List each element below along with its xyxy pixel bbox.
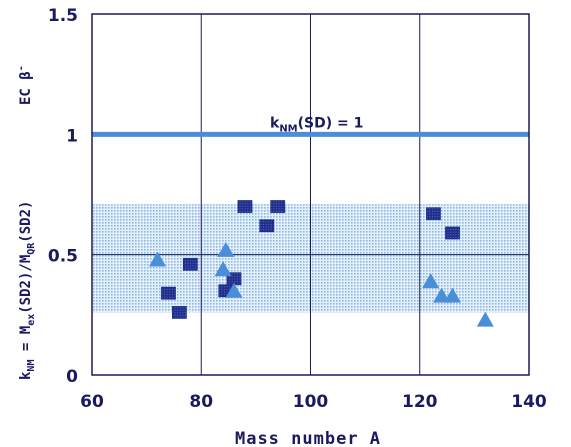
x-tick-label: 140 <box>511 392 547 412</box>
square-marker <box>237 200 253 213</box>
y-axis-label: kNM = Mex(SD2)/MQR(SD2) <box>18 201 37 380</box>
reference-layer: kNM(SD) = 1 <box>92 115 529 137</box>
reference-line-label: kNM(SD) = 1 <box>270 115 363 134</box>
decay-mode-text: EC β <box>18 71 34 105</box>
reference-label-sub: NM <box>279 123 297 134</box>
x-tick-label: 60 <box>80 392 104 412</box>
x-tick-label: 120 <box>402 392 438 412</box>
triangle-marker <box>214 261 232 277</box>
grid-layer <box>92 14 529 375</box>
square-marker <box>426 207 441 221</box>
square-marker <box>161 286 176 300</box>
marks-layer <box>149 200 494 327</box>
y-tick-label: 1 <box>66 126 78 146</box>
square-marker <box>445 226 460 240</box>
square-marker <box>259 219 275 233</box>
square-marker <box>171 306 187 319</box>
y-axis-label-tail: (SD2) <box>18 201 34 243</box>
reference-label-rest: (SD) = 1 <box>298 115 364 131</box>
triangle-marker <box>149 251 167 267</box>
triangle-marker <box>217 241 235 257</box>
y-axis-label-eq-sub: ex <box>26 314 37 326</box>
y-tick-label: 0.5 <box>48 247 78 267</box>
decay-mode-label: EC β- <box>16 65 34 105</box>
x-tick-label: 80 <box>189 392 213 412</box>
triangle-marker <box>433 287 451 303</box>
triangle-marker <box>476 311 494 327</box>
reference-label-k: k <box>270 115 280 131</box>
triangle-marker <box>225 282 243 298</box>
axis-layer: 60 80 100 120 140 0 0.5 1 1.5 <box>48 6 547 412</box>
y-tick-label: 0 <box>66 367 78 387</box>
plot-frame <box>91 13 530 376</box>
x-tick-label: 100 <box>293 392 329 412</box>
y-axis-label-main: k <box>18 371 34 380</box>
triangle-marker <box>422 273 440 289</box>
y-axis-label-eq: = M <box>18 326 34 360</box>
x-axis-label: Mass number A <box>235 429 381 447</box>
y-axis-label-mid-sub: QR <box>26 242 37 255</box>
square-marker <box>270 200 286 213</box>
triangle-marker <box>444 287 462 303</box>
decay-mode-superscript: - <box>16 65 27 71</box>
y-tick-label: 1.5 <box>48 6 78 26</box>
square-marker <box>182 257 198 271</box>
y-axis-label-main-sub: NM <box>26 360 37 372</box>
y-axis-label-mid: (SD2)/M <box>18 255 34 314</box>
